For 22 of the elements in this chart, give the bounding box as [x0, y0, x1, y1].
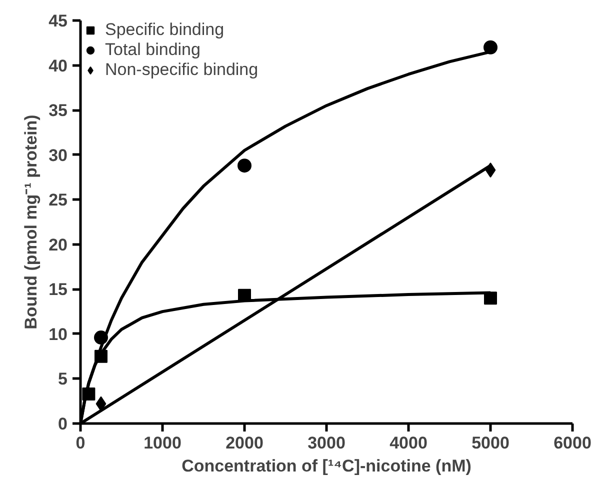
y-tick-label: 35 — [48, 101, 68, 120]
y-tick-label: 30 — [48, 146, 68, 165]
legend-label: Non-specific binding — [105, 60, 258, 80]
y-tick-label: 45 — [48, 12, 68, 30]
y-tick-label: 40 — [48, 56, 68, 76]
legend-label: Total binding — [105, 40, 200, 60]
x-tick-label: 5000 — [472, 434, 510, 452]
x-tick-label: 4000 — [390, 434, 428, 452]
x-tick-label: 0 — [76, 434, 86, 452]
y-tick-label: 20 — [48, 235, 68, 254]
y-tick-label: 10 — [48, 324, 68, 344]
y-tick-label: 0 — [58, 414, 68, 434]
x-tick-label: 3000 — [308, 434, 346, 452]
y-tick-label: 25 — [48, 190, 68, 210]
y-axis-title: Bound (pmol mg⁻¹ protein) — [22, 114, 41, 330]
x-tick-label: 2000 — [226, 434, 264, 452]
y-tick-label: 5 — [58, 370, 68, 389]
y-tick-label: 15 — [48, 280, 68, 300]
x-tick-label: 1000 — [144, 434, 182, 452]
x-axis-title: Concentration of [¹⁴C]-nicotine (nM) — [182, 456, 472, 476]
legend-label: Specific binding — [105, 20, 224, 40]
x-tick-label: 6000 — [554, 434, 592, 452]
